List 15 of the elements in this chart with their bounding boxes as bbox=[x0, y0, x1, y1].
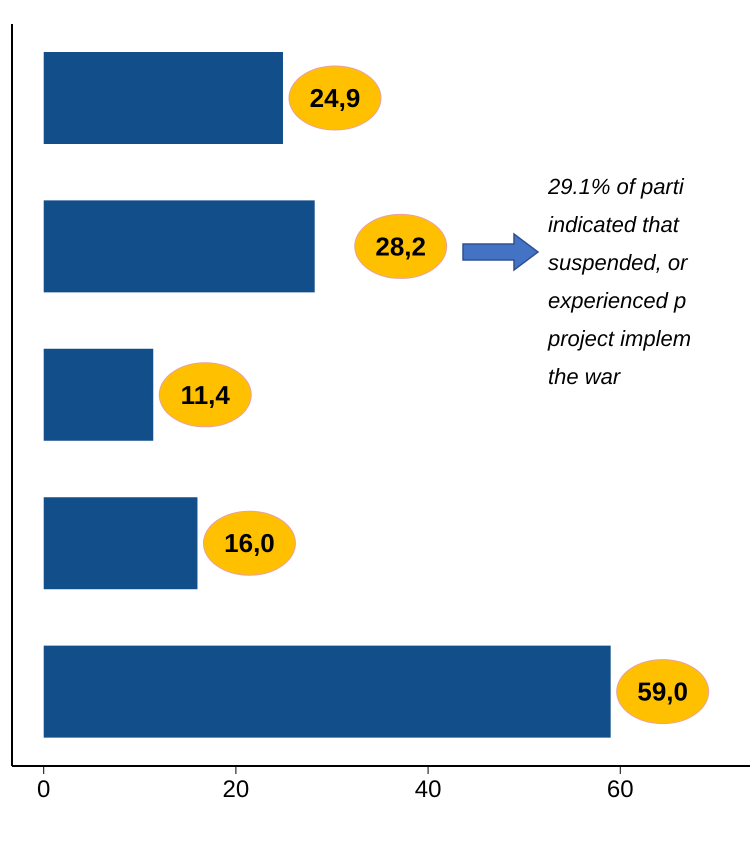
bar bbox=[44, 200, 315, 292]
data-label: 11,4 bbox=[180, 380, 230, 410]
x-tick-label: 0 bbox=[37, 776, 50, 804]
data-label: 59,0 bbox=[637, 676, 688, 707]
bar bbox=[44, 52, 283, 144]
x-tick-label: 20 bbox=[222, 776, 250, 804]
annotation: 29.1% of parti indicated that suspended, or experienced p project implem the war bbox=[548, 173, 692, 391]
x-tick-label: 60 bbox=[606, 776, 634, 804]
bar bbox=[44, 348, 154, 441]
data-label: 28,2 bbox=[375, 231, 426, 262]
data-label: 24,9 bbox=[310, 83, 360, 113]
bar bbox=[44, 497, 198, 590]
x-tick-label: 40 bbox=[414, 776, 442, 804]
data-label: 16,0 bbox=[224, 528, 275, 558]
bar bbox=[44, 646, 611, 738]
